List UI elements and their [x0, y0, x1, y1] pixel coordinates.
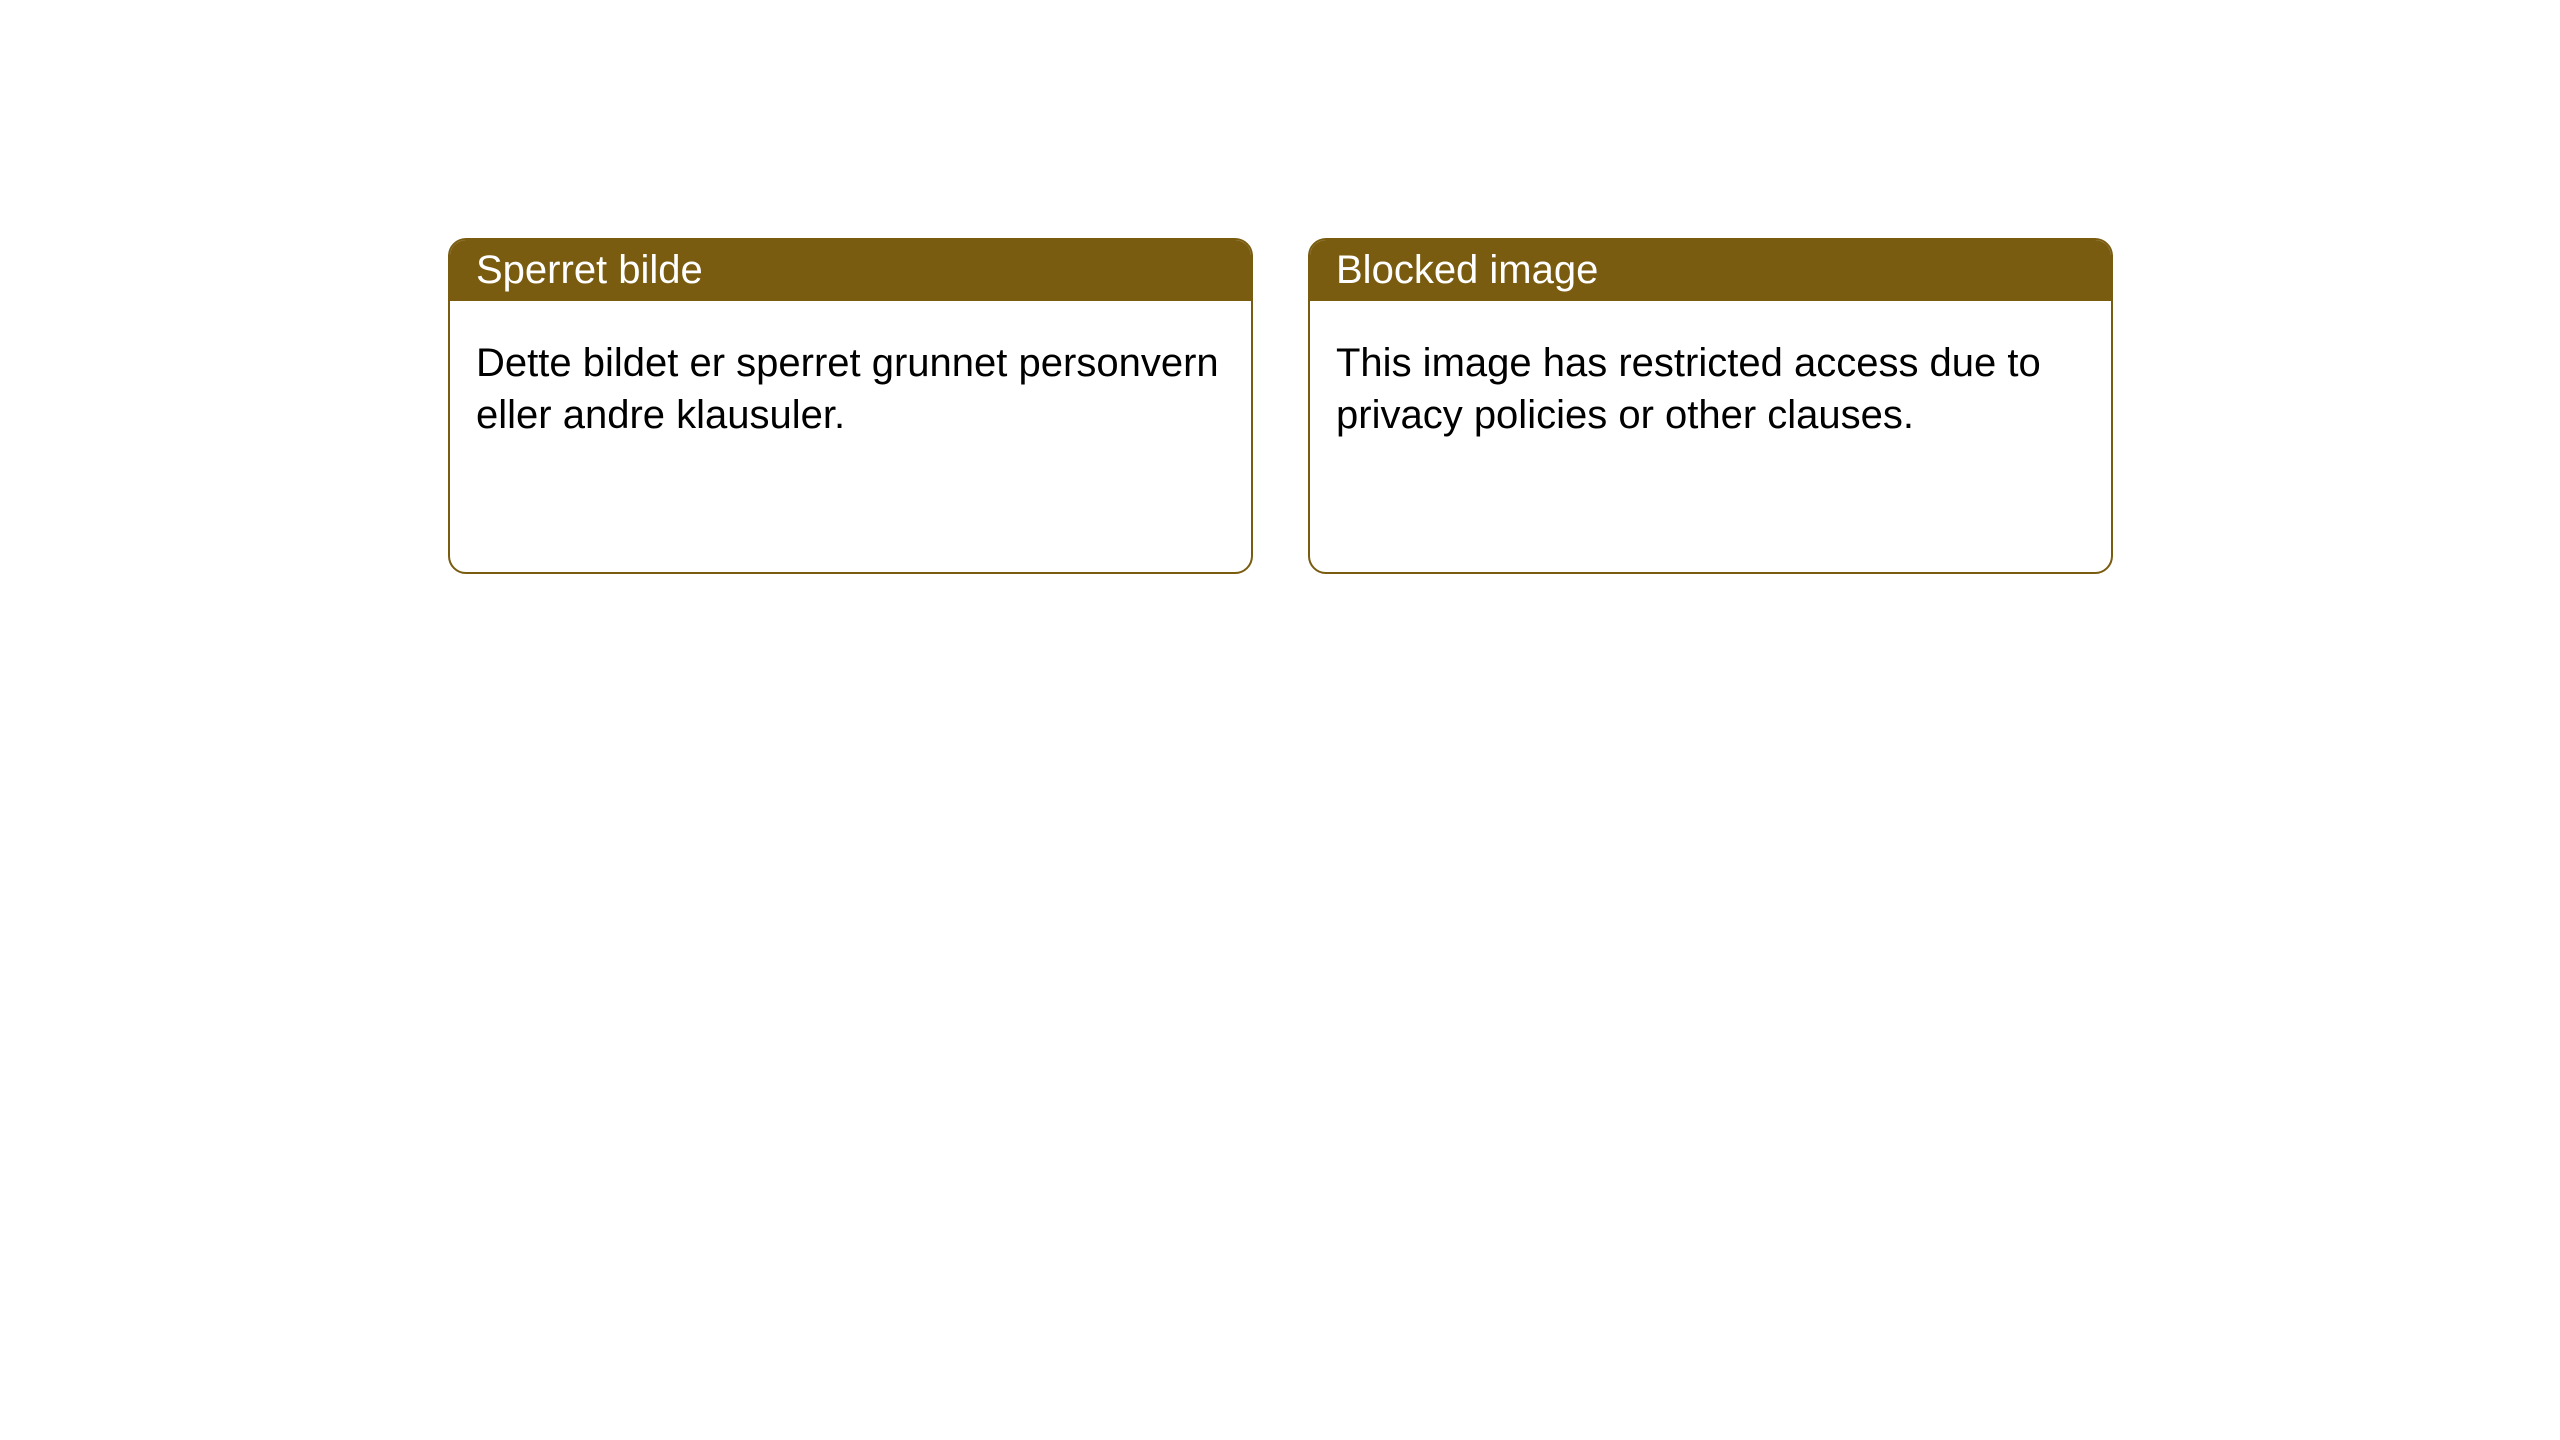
card-body-text: Dette bildet er sperret grunnet personve…	[476, 341, 1219, 437]
notice-container: Sperret bilde Dette bildet er sperret gr…	[0, 0, 2560, 574]
card-body: This image has restricted access due to …	[1310, 301, 2111, 477]
card-body-text: This image has restricted access due to …	[1336, 341, 2041, 437]
card-header-text: Sperret bilde	[476, 248, 703, 292]
card-body: Dette bildet er sperret grunnet personve…	[450, 301, 1251, 477]
card-header-text: Blocked image	[1336, 248, 1598, 292]
card-header: Blocked image	[1310, 240, 2111, 301]
card-header: Sperret bilde	[450, 240, 1251, 301]
notice-card-english: Blocked image This image has restricted …	[1308, 238, 2113, 574]
notice-card-norwegian: Sperret bilde Dette bildet er sperret gr…	[448, 238, 1253, 574]
